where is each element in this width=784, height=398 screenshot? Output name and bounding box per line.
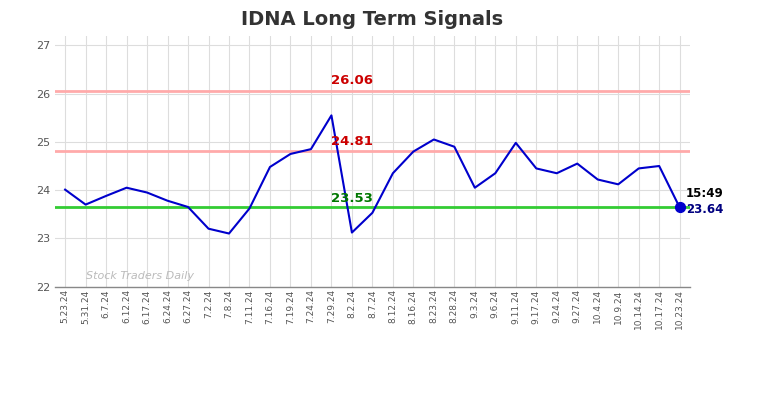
Text: Stock Traders Daily: Stock Traders Daily (85, 271, 194, 281)
Text: 15:49: 15:49 (686, 187, 724, 200)
Text: 24.81: 24.81 (331, 135, 373, 148)
Text: 26.06: 26.06 (331, 74, 373, 88)
Text: 23.53: 23.53 (331, 191, 373, 205)
Title: IDNA Long Term Signals: IDNA Long Term Signals (241, 10, 503, 29)
Text: 23.64: 23.64 (686, 203, 723, 216)
Point (673, 204, 686, 211)
